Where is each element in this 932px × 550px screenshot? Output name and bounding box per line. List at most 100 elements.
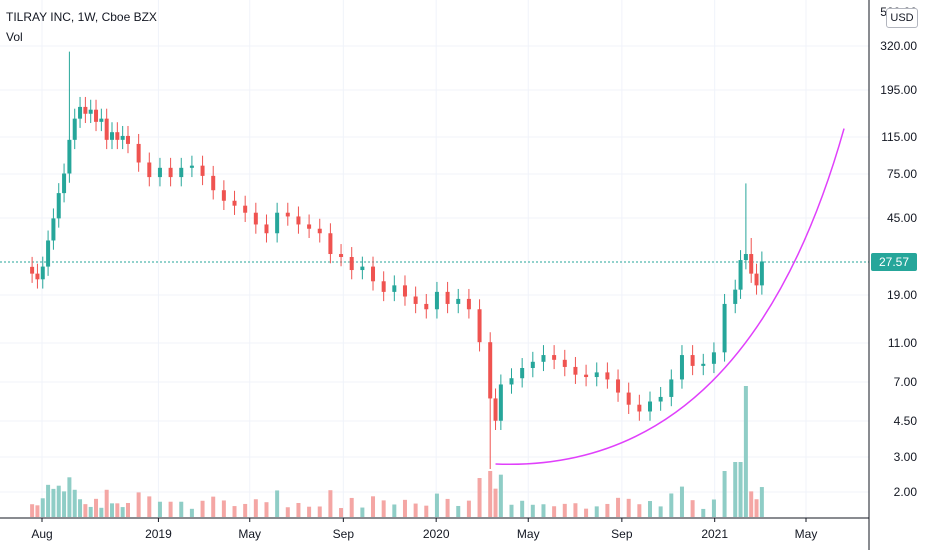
volume-bar [605, 503, 610, 517]
candle-body [99, 118, 104, 122]
volume-bar [402, 499, 407, 517]
time-tick-label: 2019 [145, 527, 172, 541]
candle-body [552, 355, 557, 360]
candle-body [594, 372, 599, 378]
volume-bar [168, 501, 173, 517]
candle-body [690, 355, 695, 366]
volume-bar [200, 500, 205, 517]
volume-bar [626, 498, 631, 517]
volume-bar [40, 498, 45, 517]
volume-bar [211, 496, 216, 517]
volume-bar [658, 506, 663, 517]
volume-bar [466, 500, 471, 517]
candle-body [488, 342, 493, 399]
volume-bar [573, 503, 578, 517]
chart-grid [0, 0, 869, 518]
price-tick-label: 3.00 [894, 450, 918, 464]
volume-bars [30, 386, 764, 517]
candle-body [749, 254, 754, 274]
volume-bar [125, 502, 130, 517]
candle-body [456, 298, 461, 304]
candle-body [733, 289, 738, 304]
volume-bar [733, 462, 738, 517]
candle-body [56, 193, 61, 219]
volume-bar [711, 499, 716, 517]
candle-body [78, 106, 83, 119]
candle-body [477, 309, 482, 343]
volume-bar [616, 497, 621, 517]
price-tick-label: 2.00 [894, 485, 918, 499]
volume-bar [51, 488, 56, 517]
volume-bar [759, 487, 764, 517]
volume-bar [584, 508, 589, 517]
volume-bar [88, 506, 93, 517]
volume-bar [349, 497, 354, 517]
volume-bar [488, 471, 493, 517]
candle-body [493, 398, 498, 421]
price-tick-label: 11.00 [888, 336, 917, 350]
candle-body [679, 355, 684, 380]
candle-body [104, 118, 109, 140]
time-tick-label: May [238, 527, 261, 541]
volume-bar [253, 499, 258, 517]
candle-body [349, 256, 354, 271]
volume-bar [424, 505, 429, 517]
time-tick-label: Aug [31, 527, 52, 541]
candle-body [402, 285, 407, 297]
candle-body [701, 363, 706, 366]
chart-legend[interactable]: TILRAY INC, 1W, Cboe BZX Vol [6, 7, 157, 47]
volume-bar [493, 488, 498, 517]
volume-bar [110, 503, 115, 517]
candle-body [147, 162, 152, 178]
candle-body [30, 266, 35, 274]
price-tick-label: 4.50 [894, 414, 918, 428]
volume-bar [520, 500, 525, 517]
symbol-title: TILRAY INC, 1W, Cboe BZX [6, 10, 157, 24]
candle-body [658, 396, 663, 402]
volume-bar [552, 506, 557, 517]
volume-bar [530, 504, 535, 517]
volume-bar [690, 500, 695, 517]
candle-body [94, 109, 99, 122]
volume-bar [749, 491, 754, 517]
time-axis[interactable]: Aug 2019 May Sep 2020 May Sep 2021 May [31, 518, 817, 541]
candle-body [466, 298, 471, 310]
candle-body [648, 401, 653, 412]
candle-body [179, 167, 184, 178]
currency-badge[interactable]: USD [886, 8, 918, 28]
candle-body [637, 404, 642, 412]
candle-body [562, 359, 567, 367]
candle-body [381, 281, 386, 292]
candle-body [743, 254, 748, 261]
candle-body [498, 384, 503, 421]
volume-bar [477, 478, 482, 517]
volume-bar [648, 501, 653, 517]
candle-body [445, 291, 450, 304]
candle-body [72, 118, 77, 140]
volume-bar [669, 493, 674, 517]
price-axis[interactable]: 520.00320.00195.00115.0075.0045.0019.001… [880, 5, 917, 499]
volume-bar [339, 508, 344, 517]
candle-body [51, 218, 56, 241]
volume-bar [360, 507, 365, 517]
volume-bar [157, 501, 162, 517]
volume-bar [307, 506, 312, 517]
volume-bar [243, 503, 248, 517]
candle-body [754, 273, 759, 286]
volume-bar [136, 492, 141, 517]
volume-bar [701, 508, 706, 517]
volume-bar [179, 501, 184, 517]
volume-bar [296, 502, 301, 517]
volume-bar [392, 504, 397, 517]
volume-bar [56, 485, 61, 517]
volume-bar [67, 477, 72, 517]
price-tick-label: 45.00 [887, 211, 917, 225]
candle-body [125, 135, 130, 144]
candle-body [88, 109, 93, 114]
time-tick-label: May [795, 527, 818, 541]
trendline[interactable] [495, 128, 845, 465]
candle-body [541, 355, 546, 362]
time-tick-label: Sep [333, 527, 355, 541]
volume-bar [754, 499, 759, 517]
